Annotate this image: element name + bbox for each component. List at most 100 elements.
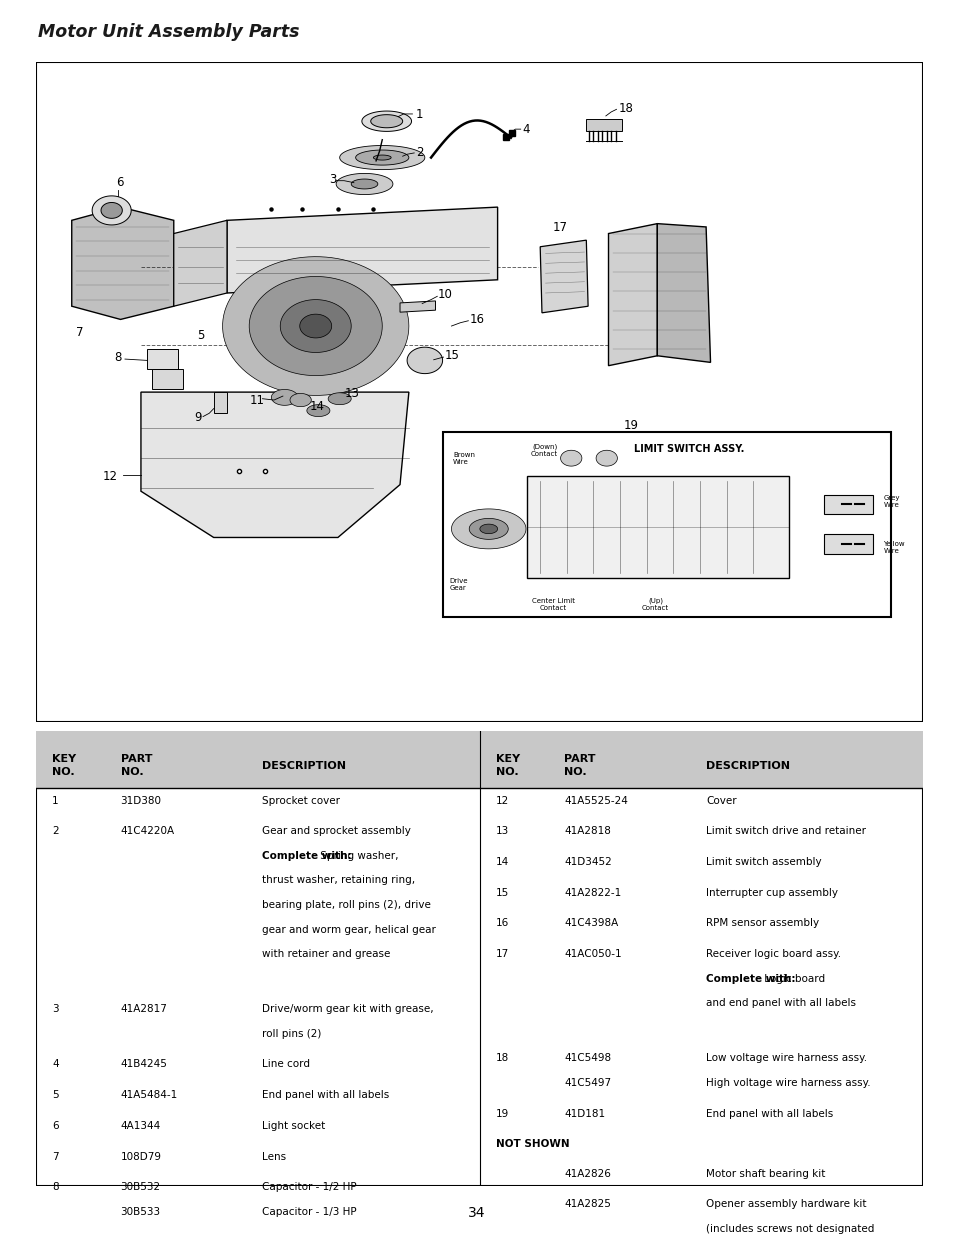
Polygon shape [307, 405, 330, 416]
Text: gear and worm gear, helical gear: gear and worm gear, helical gear [262, 925, 436, 935]
Polygon shape [71, 207, 173, 320]
Polygon shape [608, 224, 657, 366]
Text: 41C4398A: 41C4398A [563, 919, 618, 929]
Polygon shape [469, 519, 508, 540]
Polygon shape [361, 111, 411, 131]
Text: 12: 12 [496, 795, 509, 805]
Text: 41C5497: 41C5497 [563, 1078, 611, 1088]
Text: 15: 15 [496, 888, 509, 898]
Text: 41A2817: 41A2817 [120, 1004, 167, 1014]
Text: End panel with all labels: End panel with all labels [705, 1109, 833, 1119]
Text: 12: 12 [103, 469, 117, 483]
Polygon shape [373, 156, 391, 161]
FancyBboxPatch shape [823, 535, 872, 555]
Text: Center Limit
Contact: Center Limit Contact [532, 599, 575, 611]
Text: 9: 9 [194, 411, 201, 424]
Polygon shape [355, 149, 409, 165]
Text: 41A2818: 41A2818 [563, 826, 610, 836]
Text: 6: 6 [52, 1121, 59, 1131]
Text: DESCRIPTION: DESCRIPTION [705, 761, 789, 771]
Text: 41C4220A: 41C4220A [120, 826, 174, 836]
Text: 7: 7 [76, 326, 84, 340]
Text: (Up)
Contact: (Up) Contact [641, 598, 668, 611]
Text: 108D79: 108D79 [120, 1151, 161, 1161]
Polygon shape [657, 224, 710, 362]
FancyBboxPatch shape [36, 731, 923, 788]
Polygon shape [371, 115, 402, 127]
Text: PART: PART [563, 755, 595, 764]
Polygon shape [335, 173, 393, 195]
Text: Drive/worm gear kit with grease,: Drive/worm gear kit with grease, [262, 1004, 434, 1014]
Text: 41A5525-24: 41A5525-24 [563, 795, 627, 805]
Text: Cover: Cover [705, 795, 736, 805]
Text: NOT SHOWN: NOT SHOWN [496, 1139, 569, 1150]
Text: roll pins (2): roll pins (2) [262, 1029, 321, 1039]
FancyBboxPatch shape [586, 120, 621, 131]
Polygon shape [152, 369, 182, 389]
Text: and end panel with all labels: and end panel with all labels [705, 998, 855, 1008]
Text: 13: 13 [496, 826, 509, 836]
Text: 14: 14 [496, 857, 509, 867]
Polygon shape [290, 394, 311, 406]
Text: 13: 13 [345, 387, 359, 400]
Polygon shape [299, 314, 332, 338]
Text: 2: 2 [416, 147, 423, 159]
Text: 41AC050-1: 41AC050-1 [563, 948, 621, 960]
Polygon shape [479, 524, 497, 534]
Text: 17: 17 [552, 221, 567, 233]
Text: 4A1344: 4A1344 [120, 1121, 161, 1131]
Text: Motor shaft bearing kit: Motor shaft bearing kit [705, 1168, 824, 1178]
Polygon shape [213, 393, 227, 414]
Text: 41A2822-1: 41A2822-1 [563, 888, 620, 898]
Text: Yellow
Wire: Yellow Wire [882, 541, 904, 553]
Text: NO.: NO. [496, 767, 517, 777]
Text: Limit switch assembly: Limit switch assembly [705, 857, 821, 867]
Text: PART: PART [120, 755, 152, 764]
Text: thrust washer, retaining ring,: thrust washer, retaining ring, [262, 876, 416, 885]
Text: 17: 17 [496, 948, 509, 960]
Text: with retainer and grease: with retainer and grease [262, 948, 391, 960]
Text: 14: 14 [309, 400, 324, 414]
Text: (Down)
Contact: (Down) Contact [531, 443, 558, 457]
Text: Spring washer,: Spring washer, [316, 851, 398, 861]
Text: High voltage wire harness assy.: High voltage wire harness assy. [705, 1078, 870, 1088]
Text: 30B532: 30B532 [120, 1182, 160, 1192]
Text: 3: 3 [329, 173, 335, 185]
Polygon shape [407, 347, 442, 374]
Text: 11: 11 [249, 394, 264, 406]
Text: End panel with all labels: End panel with all labels [262, 1091, 390, 1100]
Text: 41A2826: 41A2826 [563, 1168, 610, 1178]
Polygon shape [249, 277, 382, 375]
Text: Grey
Wire: Grey Wire [882, 495, 899, 508]
Text: 1: 1 [52, 795, 59, 805]
Text: Complete with:: Complete with: [705, 973, 795, 983]
Text: 18: 18 [496, 1053, 509, 1063]
Text: 3: 3 [52, 1004, 59, 1014]
Polygon shape [328, 393, 351, 405]
Text: Low voltage wire harness assy.: Low voltage wire harness assy. [705, 1053, 866, 1063]
Text: Light socket: Light socket [262, 1121, 325, 1131]
Polygon shape [147, 350, 178, 369]
Polygon shape [101, 203, 122, 219]
Text: 4: 4 [522, 122, 530, 136]
Polygon shape [596, 451, 617, 466]
Text: LIMIT SWITCH ASSY.: LIMIT SWITCH ASSY. [633, 443, 743, 453]
FancyBboxPatch shape [36, 731, 923, 1186]
Text: 8: 8 [52, 1182, 59, 1192]
Text: 41A5484-1: 41A5484-1 [120, 1091, 177, 1100]
Text: Lens: Lens [262, 1151, 286, 1161]
Text: Interrupter cup assembly: Interrupter cup assembly [705, 888, 838, 898]
Text: NO.: NO. [563, 767, 586, 777]
Text: Limit switch drive and retainer: Limit switch drive and retainer [705, 826, 865, 836]
Text: 31D380: 31D380 [120, 795, 161, 805]
FancyBboxPatch shape [36, 62, 923, 722]
Text: Sprocket cover: Sprocket cover [262, 795, 340, 805]
Text: DESCRIPTION: DESCRIPTION [262, 761, 346, 771]
Text: 41A2825: 41A2825 [563, 1199, 610, 1209]
Text: 5: 5 [52, 1091, 59, 1100]
Polygon shape [539, 240, 587, 312]
Text: Receiver logic board assy.: Receiver logic board assy. [705, 948, 841, 960]
Text: Logic board: Logic board [760, 973, 824, 983]
Text: KEY: KEY [52, 755, 76, 764]
Text: 41B4245: 41B4245 [120, 1060, 167, 1070]
